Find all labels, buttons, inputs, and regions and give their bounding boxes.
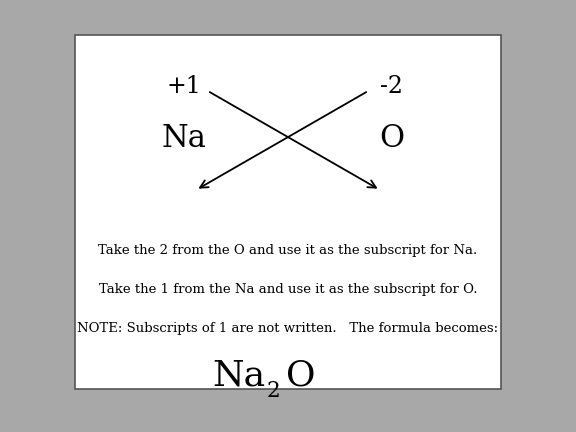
Text: 2: 2 [266, 380, 280, 402]
Text: Na: Na [212, 359, 265, 393]
Text: NOTE: Subscripts of 1 are not written.   The formula becomes:: NOTE: Subscripts of 1 are not written. T… [77, 322, 499, 335]
Text: -2: -2 [380, 75, 403, 98]
Text: O: O [379, 123, 404, 154]
Text: Take the 2 from the O and use it as the subscript for Na.: Take the 2 from the O and use it as the … [98, 244, 478, 257]
FancyBboxPatch shape [75, 35, 501, 389]
Text: O: O [286, 359, 316, 393]
Text: Na: Na [162, 123, 207, 154]
Text: Take the 1 from the Na and use it as the subscript for O.: Take the 1 from the Na and use it as the… [98, 283, 478, 296]
Text: +1: +1 [167, 75, 202, 98]
